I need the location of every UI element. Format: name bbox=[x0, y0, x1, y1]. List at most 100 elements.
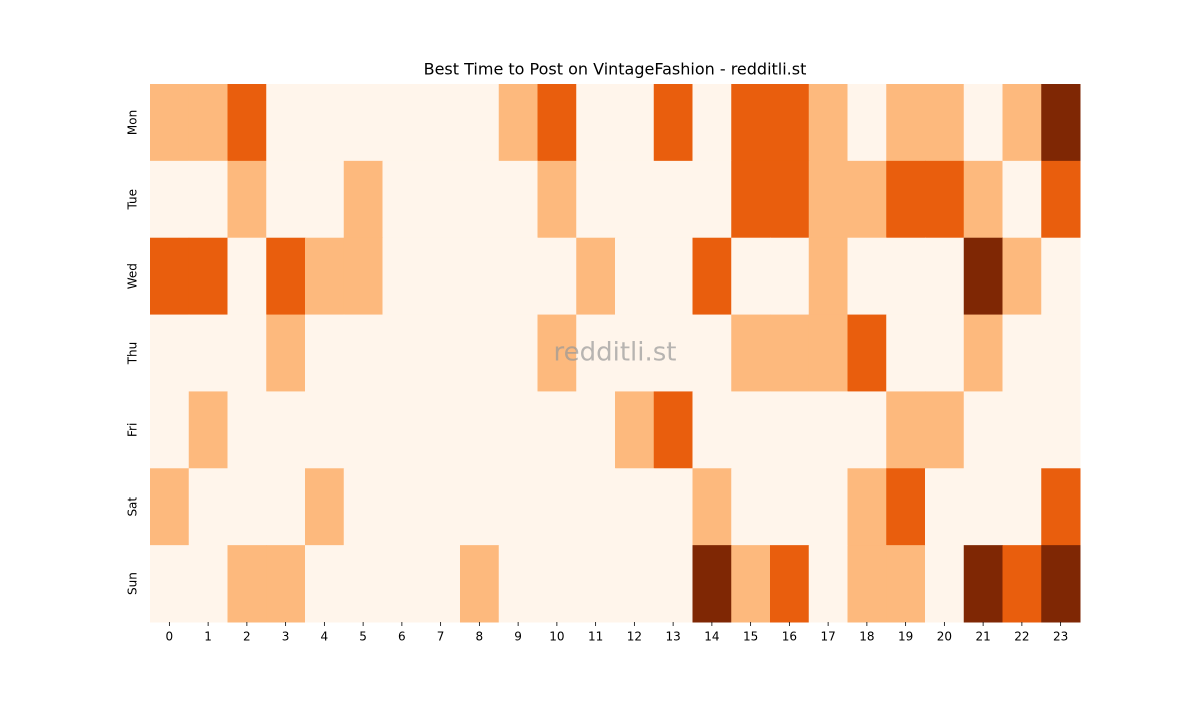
heatmap-cell bbox=[963, 314, 1003, 392]
heatmap-cell bbox=[692, 391, 732, 469]
heatmap-cell bbox=[421, 468, 461, 546]
x-tick-label: 1 bbox=[204, 630, 212, 644]
heatmap-cell bbox=[653, 314, 693, 392]
heatmap-cell bbox=[227, 391, 267, 469]
heatmap-cell bbox=[421, 160, 461, 239]
heatmap-cell bbox=[576, 391, 616, 469]
heatmap-cell bbox=[770, 391, 810, 469]
heatmap-cell bbox=[150, 314, 190, 392]
heatmap-cell bbox=[770, 545, 810, 623]
heatmap-cell bbox=[886, 545, 926, 623]
heatmap-cell bbox=[421, 84, 461, 162]
heatmap-cell bbox=[1002, 160, 1042, 239]
watermark: redditli.st bbox=[554, 338, 677, 368]
heatmap-cell bbox=[498, 314, 538, 392]
heatmap-cell bbox=[731, 160, 771, 239]
heatmap-cell bbox=[770, 84, 810, 162]
heatmap-cell bbox=[343, 84, 383, 162]
x-tick-label: 16 bbox=[782, 630, 797, 644]
heatmap-cell bbox=[460, 84, 500, 162]
heatmap-cell bbox=[382, 545, 422, 623]
heatmap-cell bbox=[692, 84, 732, 162]
heatmap-cell bbox=[305, 468, 345, 546]
heatmap-cells bbox=[150, 84, 1081, 623]
heatmap-cell bbox=[770, 160, 810, 239]
heatmap-cell bbox=[692, 545, 732, 623]
x-tick-label: 21 bbox=[975, 630, 990, 644]
heatmap-cell bbox=[615, 314, 655, 392]
heatmap-cell bbox=[847, 468, 887, 546]
x-tick-label: 13 bbox=[665, 630, 680, 644]
x-tick-label: 20 bbox=[937, 630, 952, 644]
heatmap-cell bbox=[808, 160, 848, 239]
heatmap-cell bbox=[227, 545, 267, 623]
heatmap-cell bbox=[460, 160, 500, 239]
heatmap-cell bbox=[460, 468, 500, 546]
heatmap-cell bbox=[1002, 391, 1042, 469]
heatmap-cell bbox=[731, 391, 771, 469]
heatmap-cell bbox=[1002, 314, 1042, 392]
x-tick-label: 15 bbox=[743, 630, 758, 644]
heatmap-cell bbox=[150, 237, 190, 316]
heatmap-cell bbox=[343, 314, 383, 392]
heatmap-cell bbox=[770, 237, 810, 316]
x-tick-label: 8 bbox=[476, 630, 484, 644]
heatmap-cell bbox=[576, 545, 616, 623]
heatmap-cell bbox=[886, 468, 926, 546]
heatmap-cell bbox=[808, 237, 848, 316]
heatmap-cell bbox=[266, 160, 306, 239]
heatmap-cell bbox=[1041, 237, 1081, 316]
heatmap-cell bbox=[925, 391, 965, 469]
heatmap-cell bbox=[925, 468, 965, 546]
heatmap-cell bbox=[886, 237, 926, 316]
heatmap-cell bbox=[188, 237, 228, 316]
x-tick-label: 22 bbox=[1014, 630, 1029, 644]
heatmap-cell bbox=[847, 545, 887, 623]
heatmap-cell bbox=[188, 545, 228, 623]
x-tick-label: 3 bbox=[282, 630, 290, 644]
heatmap-cell bbox=[460, 391, 500, 469]
heatmap-cell bbox=[731, 468, 771, 546]
heatmap-cell bbox=[266, 468, 306, 546]
heatmap-cell bbox=[305, 237, 345, 316]
heatmap-cell bbox=[925, 84, 965, 162]
heatmap-cell bbox=[266, 545, 306, 623]
heatmap-cell bbox=[266, 237, 306, 316]
heatmap-cell bbox=[615, 237, 655, 316]
y-tick-label: Sat bbox=[126, 497, 140, 517]
heatmap-cell bbox=[576, 84, 616, 162]
x-tick-label: 0 bbox=[166, 630, 174, 644]
y-tick-label: Thu bbox=[126, 342, 140, 366]
x-tick-label: 7 bbox=[437, 630, 445, 644]
heatmap-cell bbox=[537, 237, 577, 316]
heatmap-cell bbox=[150, 160, 190, 239]
heatmap-cell bbox=[576, 468, 616, 546]
heatmap-cell bbox=[305, 84, 345, 162]
heatmap-cell bbox=[963, 545, 1003, 623]
x-tick-label: 6 bbox=[398, 630, 406, 644]
heatmap-cell bbox=[731, 237, 771, 316]
x-tick-label: 9 bbox=[514, 630, 522, 644]
heatmap-cell bbox=[498, 84, 538, 162]
heatmap-cell bbox=[886, 84, 926, 162]
heatmap-cell bbox=[150, 468, 190, 546]
heatmap-cell bbox=[1002, 468, 1042, 546]
heatmap-cell bbox=[188, 84, 228, 162]
heatmap-cell bbox=[421, 391, 461, 469]
heatmap-cell bbox=[808, 391, 848, 469]
heatmap-cell bbox=[498, 160, 538, 239]
heatmap-cell bbox=[150, 545, 190, 623]
heatmap-cell bbox=[847, 84, 887, 162]
heatmap-cell bbox=[1041, 391, 1081, 469]
y-tick-label: Fri bbox=[126, 423, 140, 437]
heatmap-cell bbox=[847, 314, 887, 392]
heatmap-cell bbox=[498, 391, 538, 469]
heatmap-cell bbox=[615, 468, 655, 546]
heatmap-cell bbox=[188, 391, 228, 469]
heatmap-cell bbox=[1002, 84, 1042, 162]
chart-title: Best Time to Post on VintageFashion - re… bbox=[424, 60, 807, 79]
heatmap-cell bbox=[305, 314, 345, 392]
x-tick-label: 5 bbox=[359, 630, 367, 644]
